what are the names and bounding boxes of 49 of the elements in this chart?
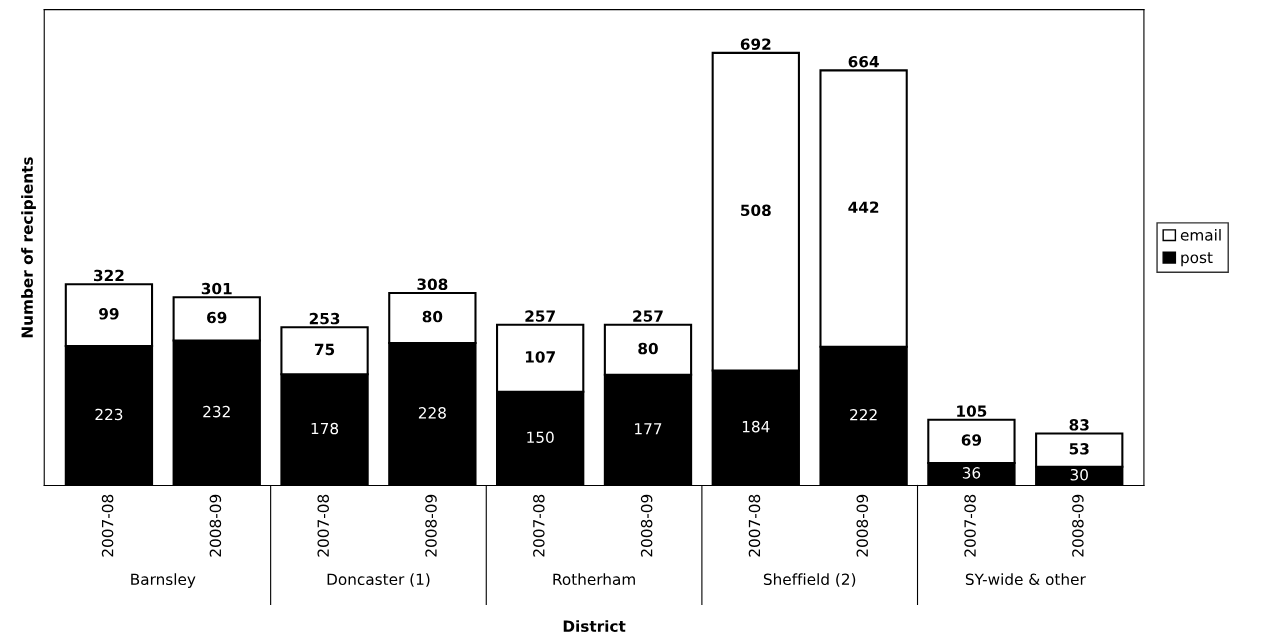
x-tick-label: 2008-09 bbox=[209, 494, 222, 557]
x-tick-label: 2007-08 bbox=[101, 494, 114, 557]
data-label: 222 bbox=[850, 408, 877, 421]
data-label: 75 bbox=[314, 343, 335, 356]
x-tick-label: 2008-09 bbox=[425, 494, 437, 557]
data-label: 69 bbox=[207, 311, 227, 324]
x-axis-title: District bbox=[563, 620, 626, 632]
data-label: 69 bbox=[961, 434, 982, 446]
total-label: 301 bbox=[201, 282, 232, 295]
data-label: 223 bbox=[95, 408, 123, 421]
total-label: 664 bbox=[848, 55, 879, 68]
x-tick-label: 2008-09 bbox=[1072, 494, 1084, 557]
data-label: 228 bbox=[418, 407, 446, 419]
data-label: 36 bbox=[962, 467, 981, 479]
data-label: 177 bbox=[635, 423, 662, 435]
text: SY-wide & other bbox=[965, 573, 1086, 586]
y-axis-title: Number of recipients bbox=[21, 157, 36, 338]
x-tick-label: 2008-09 bbox=[640, 494, 653, 557]
data-label: 107 bbox=[525, 351, 555, 363]
data-label: 80 bbox=[638, 342, 658, 355]
data-label: 99 bbox=[99, 308, 119, 320]
text: Doncaster (1) bbox=[327, 573, 430, 587]
total-label: 257 bbox=[525, 310, 555, 322]
total-label: 105 bbox=[957, 405, 987, 417]
data-label: 53 bbox=[1069, 443, 1089, 455]
total-label: 692 bbox=[740, 38, 771, 50]
data-label: 30 bbox=[1070, 468, 1088, 481]
text: Rotherham bbox=[553, 573, 635, 586]
total-label: 257 bbox=[633, 310, 663, 322]
total-label: 308 bbox=[417, 278, 448, 290]
total-label: 83 bbox=[1069, 419, 1089, 431]
x-tick-label: 2007-08 bbox=[748, 494, 761, 557]
x-tick-label: 2007-08 bbox=[964, 494, 976, 557]
data-label: 442 bbox=[848, 201, 879, 213]
total-label: 253 bbox=[309, 312, 340, 325]
data-label: 150 bbox=[527, 431, 554, 444]
data-label: 80 bbox=[422, 310, 443, 323]
data-label: 184 bbox=[742, 420, 770, 433]
legend-label: email bbox=[1180, 228, 1221, 241]
text: Sheffield (2) bbox=[763, 573, 856, 587]
text: Barnsley bbox=[131, 573, 196, 589]
total-label: 322 bbox=[94, 269, 124, 282]
data-label: 508 bbox=[741, 204, 771, 217]
legend-label: post bbox=[1181, 252, 1213, 267]
data-label: 232 bbox=[203, 405, 230, 418]
x-tick-label: 2007-08 bbox=[533, 494, 545, 557]
x-tick-label: 2008-09 bbox=[856, 494, 869, 557]
x-tick-label: 2007-08 bbox=[317, 494, 329, 557]
data-label: 178 bbox=[311, 422, 339, 435]
